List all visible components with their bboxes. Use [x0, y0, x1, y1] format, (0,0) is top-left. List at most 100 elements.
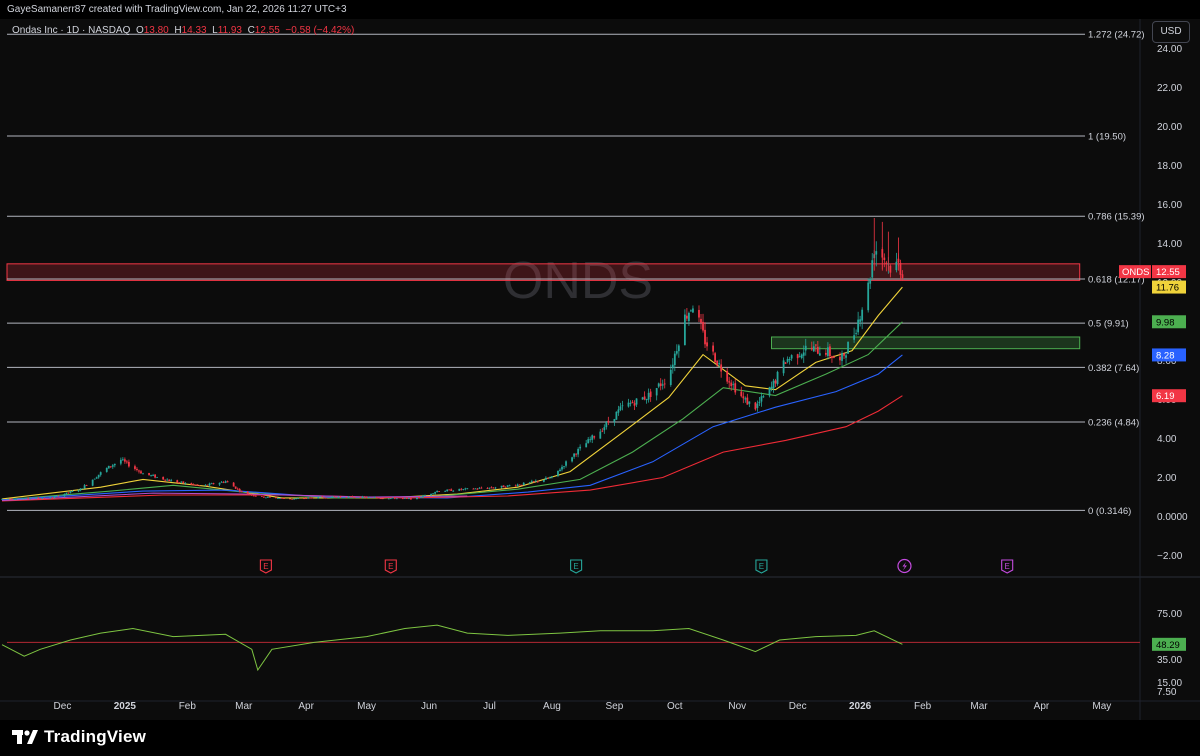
candle-body[interactable]: [683, 314, 686, 346]
candle-body[interactable]: [57, 495, 60, 497]
tradingview-logo[interactable]: TradingView: [12, 727, 146, 747]
candle-body[interactable]: [669, 369, 672, 385]
candle-body[interactable]: [15, 499, 18, 500]
candle-body[interactable]: [377, 497, 380, 499]
candle-body[interactable]: [671, 364, 674, 369]
candle-body[interactable]: [810, 347, 813, 350]
candle-body[interactable]: [416, 497, 418, 500]
candle-body[interactable]: [754, 402, 757, 410]
candle-body[interactable]: [698, 309, 700, 318]
candle-body[interactable]: [35, 497, 38, 499]
candle-body[interactable]: [534, 480, 537, 482]
candle-body[interactable]: [365, 496, 368, 498]
candle-body[interactable]: [784, 362, 787, 364]
candle-body[interactable]: [29, 498, 32, 500]
candle-body[interactable]: [520, 484, 523, 486]
candle-body[interactable]: [293, 498, 295, 500]
candle-body[interactable]: [379, 498, 382, 500]
candle-body[interactable]: [248, 494, 251, 495]
candle-body[interactable]: [855, 333, 858, 334]
candle-body[interactable]: [119, 459, 122, 464]
candle-body[interactable]: [363, 496, 366, 498]
candle-body[interactable]: [460, 488, 463, 490]
candle-body[interactable]: [69, 491, 72, 493]
candle-body[interactable]: [212, 483, 215, 485]
candle-body[interactable]: [438, 491, 441, 493]
candle-body[interactable]: [138, 470, 140, 472]
candle-body[interactable]: [466, 488, 469, 490]
candle-body[interactable]: [63, 494, 66, 497]
candle-body[interactable]: [635, 398, 638, 405]
candle-body[interactable]: [331, 496, 334, 498]
candle-body[interactable]: [113, 463, 116, 466]
candle-body[interactable]: [180, 481, 183, 483]
candle-body[interactable]: [403, 498, 406, 499]
candle-body[interactable]: [645, 398, 648, 401]
candle-body[interactable]: [444, 491, 447, 492]
candle-body[interactable]: [536, 480, 539, 482]
candle-body[interactable]: [391, 497, 394, 499]
candle-body[interactable]: [742, 396, 745, 399]
candle-body[interactable]: [204, 484, 207, 486]
candle-body[interactable]: [281, 498, 283, 499]
candle-body[interactable]: [829, 346, 831, 357]
candle-body[interactable]: [500, 485, 503, 488]
candle-body[interactable]: [240, 491, 243, 492]
candle-body[interactable]: [494, 487, 497, 489]
candle-body[interactable]: [790, 355, 793, 359]
candle-body[interactable]: [720, 364, 723, 372]
candle-body[interactable]: [833, 357, 835, 359]
candle-body[interactable]: [95, 477, 98, 479]
candle-body[interactable]: [563, 466, 565, 468]
resistance-zone[interactable]: [6, 263, 1081, 281]
candle-body[interactable]: [99, 472, 102, 475]
candle-body[interactable]: [746, 397, 749, 405]
candle-body[interactable]: [895, 261, 898, 271]
candle-body[interactable]: [661, 384, 664, 386]
candle-body[interactable]: [883, 257, 886, 261]
rsi-line[interactable]: [1, 624, 903, 672]
candle-body[interactable]: [814, 344, 817, 346]
candle-body[interactable]: [675, 351, 678, 354]
candle-body[interactable]: [804, 345, 807, 351]
candle-body[interactable]: [839, 356, 841, 361]
candle-body[interactable]: [373, 497, 376, 499]
candle-body[interactable]: [67, 492, 70, 494]
candle-body[interactable]: [53, 496, 56, 498]
candle-body[interactable]: [23, 498, 26, 500]
candle-body[interactable]: [162, 477, 165, 480]
candle-body[interactable]: [462, 489, 465, 490]
candle-body[interactable]: [142, 473, 144, 475]
candle-body[interactable]: [432, 493, 434, 495]
candle-body[interactable]: [317, 496, 320, 499]
candle-body[interactable]: [690, 310, 692, 312]
candle-body[interactable]: [405, 498, 408, 499]
candle-body[interactable]: [381, 498, 384, 500]
candle-body[interactable]: [134, 466, 136, 469]
candle-body[interactable]: [686, 315, 688, 319]
candle-body[interactable]: [885, 262, 888, 264]
candle-body[interactable]: [206, 484, 209, 486]
candle-body[interactable]: [422, 495, 424, 498]
candle-body[interactable]: [323, 497, 326, 499]
candle-body[interactable]: [361, 496, 364, 498]
candle-body[interactable]: [111, 465, 114, 467]
candle-body[interactable]: [700, 318, 702, 323]
candle-body[interactable]: [702, 321, 704, 331]
candle-body[interactable]: [264, 497, 267, 499]
symbol-name[interactable]: Ondas Inc · 1D · NASDAQ: [12, 25, 131, 36]
candle-body[interactable]: [97, 474, 100, 478]
candle-body[interactable]: [164, 479, 167, 481]
candle-body[interactable]: [559, 469, 561, 472]
candle-body[interactable]: [627, 402, 630, 407]
candle-body[interactable]: [21, 498, 24, 500]
candle-body[interactable]: [176, 480, 179, 483]
candle-body[interactable]: [841, 353, 843, 361]
candle-body[interactable]: [871, 260, 874, 278]
candle-body[interactable]: [41, 498, 44, 500]
candle-body[interactable]: [490, 487, 493, 489]
candle-body[interactable]: [43, 498, 46, 499]
candle-body[interactable]: [859, 319, 862, 322]
candle-body[interactable]: [831, 356, 833, 358]
candle-body[interactable]: [395, 498, 398, 500]
